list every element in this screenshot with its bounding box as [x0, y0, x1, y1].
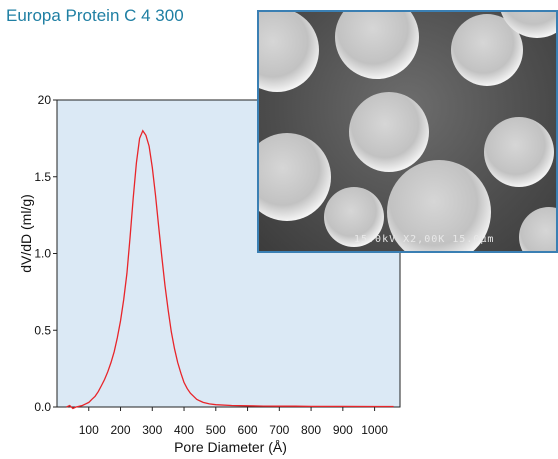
axis-ticks [53, 99, 376, 411]
y-tick-label: 1.5 [34, 170, 51, 184]
axis-tick-labels: 0.0 0.5 1.0 1.5 20 100 200 300 400 500 600 700 800 90… [34, 93, 388, 437]
x-tick-label: 700 [269, 423, 289, 437]
x-tick-label: 1000 [361, 423, 388, 437]
x-tick-label: 300 [142, 423, 162, 437]
pore-distribution-line [66, 129, 394, 410]
y-tick-label: 20 [38, 93, 52, 107]
sem-micrograph: 15.0kV X2,00K 15.0µm [257, 10, 558, 253]
x-axis-title: Pore Diameter (Å) [174, 439, 287, 455]
micrograph-caption: 15.0kV X2,00K 15.0µm [354, 234, 494, 245]
x-tick-label: 400 [174, 423, 194, 437]
x-tick-label: 100 [79, 423, 99, 437]
x-tick-label: 900 [333, 423, 353, 437]
y-tick-label: 1.0 [34, 247, 51, 261]
microsphere-beads [259, 12, 556, 251]
y-tick-label: 0.0 [34, 400, 51, 414]
y-tick-label: 0.5 [34, 323, 51, 337]
x-tick-label: 500 [206, 423, 226, 437]
x-tick-label: 800 [301, 423, 321, 437]
y-axis-title: dV/dD (ml/g) [18, 194, 34, 273]
x-tick-label: 600 [238, 423, 258, 437]
x-tick-label: 200 [111, 423, 131, 437]
page-title: Europa Protein C 4 300 [6, 6, 184, 25]
